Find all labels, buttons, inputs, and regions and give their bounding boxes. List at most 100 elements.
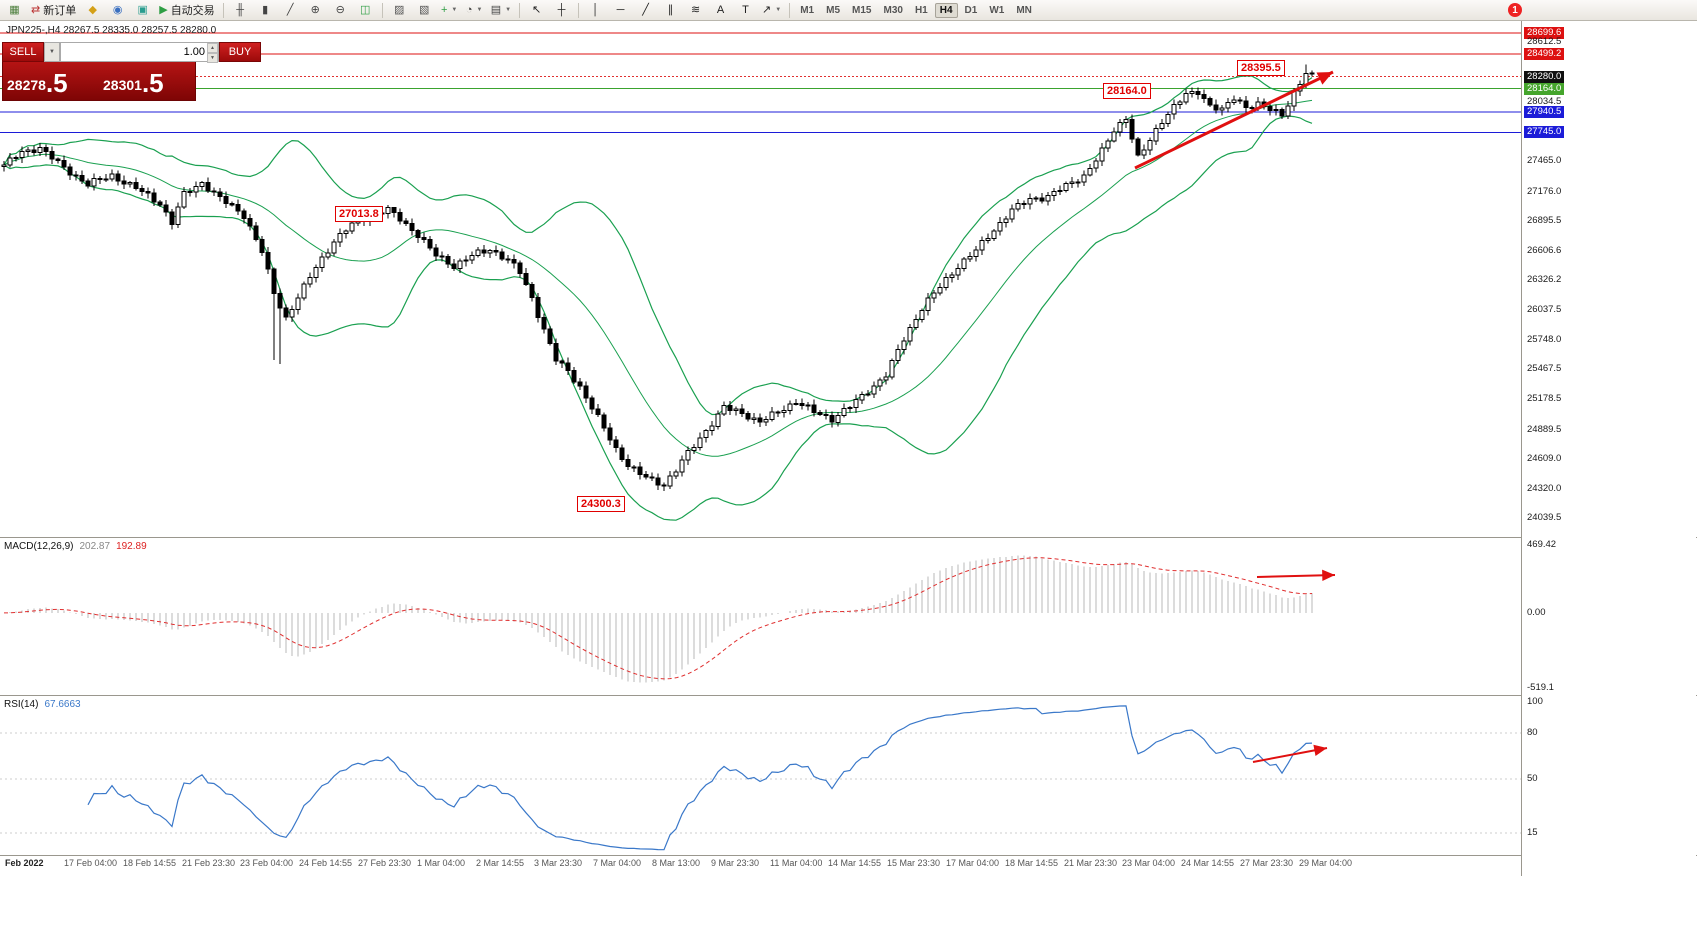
text-label-button[interactable]: T — [734, 1, 757, 20]
new-chart-button[interactable]: ▦ — [3, 1, 26, 20]
cursor-button[interactable]: ↖ — [525, 1, 548, 20]
time-axis-label: 27 Feb 23:30 — [358, 858, 412, 868]
chart-area[interactable]: JPN225-,H4 28267.5 28335.0 28257.5 28280… — [0, 21, 1521, 876]
candlestick-chart-button[interactable]: ▮ — [254, 1, 277, 20]
price-annotation[interactable]: 27013.8 — [335, 206, 383, 222]
time-axis-label: 9 Mar 23:30 — [711, 858, 760, 868]
bar-chart-button[interactable]: ╫ — [229, 1, 252, 20]
time-axis-label: 8 Mar 13:00 — [652, 858, 701, 868]
fibonacci-button[interactable]: ≋ — [684, 1, 707, 20]
one-click-trading-panel: SELL ▼ ▲▼ BUY 28278.5 28301.5 — [2, 42, 261, 101]
autotrading-icon: ▶ — [159, 3, 168, 16]
tile-windows-button[interactable]: ◫ — [354, 1, 377, 20]
axis-label: 25467.5 — [1527, 363, 1562, 374]
time-axis-label: 17 Feb 04:00 — [64, 858, 118, 868]
toolbar-separator — [519, 2, 521, 18]
crosshair-icon: ┼ — [557, 3, 566, 16]
toolbar-separator — [222, 2, 224, 18]
time-axis-label: Feb 2022 — [5, 858, 44, 868]
autotrading-button[interactable]: ▶ 自动交易 — [156, 1, 217, 20]
time-axis-label: 23 Mar 04:00 — [1122, 858, 1176, 868]
arrows-icon: ↗ — [762, 3, 772, 16]
timeframe-w1-button[interactable]: W1 — [989, 4, 1005, 16]
price-annotation[interactable]: 28164.0 — [1103, 83, 1151, 99]
axis-label: 27465.0 — [1527, 155, 1562, 166]
rsi-name: RSI(14) — [4, 699, 39, 710]
line-chart-button[interactable]: ╱ — [279, 1, 302, 20]
alerts-button[interactable]: ◆ — [81, 1, 104, 20]
volume-dropdown-icon[interactable]: ▼ — [44, 42, 60, 62]
timeframe-h4-button[interactable]: H4 — [934, 2, 958, 18]
timeframe-m5-button[interactable]: M5 — [826, 4, 841, 16]
axis-label: 100 — [1527, 696, 1543, 707]
volume-input[interactable] — [61, 46, 207, 58]
vertical-line-icon: │ — [592, 3, 599, 16]
buy-button[interactable]: BUY — [219, 42, 261, 62]
panel-separator[interactable] — [0, 537, 1697, 538]
chevron-down-icon: ▼ — [505, 7, 512, 13]
axis-label: 24039.5 — [1527, 512, 1562, 523]
axis-separator-vertical — [1521, 21, 1522, 876]
axis-label: 80 — [1527, 727, 1538, 738]
timeframe-m30-button[interactable]: M30 — [883, 4, 903, 16]
time-axis-label: 14 Mar 14:55 — [828, 858, 882, 868]
volume-spinner: ▲ ▼ — [207, 43, 218, 63]
favorites-button[interactable]: ▤ ▼ — [488, 1, 514, 20]
text-button[interactable]: A — [709, 1, 732, 20]
panel-separator[interactable] — [0, 695, 1697, 696]
market-watch-button[interactable]: ◉ — [106, 1, 129, 20]
equidistant-channel-button[interactable]: ∥ — [659, 1, 682, 20]
periods-button[interactable]: ◔ ▼ — [463, 1, 486, 20]
indicators-button[interactable]: + ▼ — [438, 1, 461, 20]
spin-up-icon[interactable]: ▲ — [207, 43, 218, 53]
zoom-in-button[interactable]: ⊕ — [304, 1, 327, 20]
vertical-line-button[interactable]: │ — [584, 1, 607, 20]
data-window-button[interactable]: ▣ — [131, 1, 154, 20]
templates-button[interactable]: ▨ — [388, 1, 411, 20]
timeframe-m15-button[interactable]: M15 — [852, 4, 872, 16]
axis-label: 24889.5 — [1527, 424, 1562, 435]
spin-down-icon[interactable]: ▼ — [207, 53, 218, 63]
arrows-button[interactable]: ↗ ▼ — [759, 1, 784, 20]
new-order-button[interactable]: ⇄ 新订单 — [28, 1, 79, 20]
time-axis-label: 2 Mar 14:55 — [476, 858, 525, 868]
timeframe-m1-button[interactable]: M1 — [800, 4, 815, 16]
macd-indicator-panel[interactable] — [0, 538, 1521, 695]
timeframe-d1-button[interactable]: D1 — [964, 4, 978, 16]
rsi-indicator-panel[interactable] — [0, 696, 1521, 855]
time-axis-label: 18 Feb 14:55 — [123, 858, 177, 868]
time-axis-label: 23 Feb 04:00 — [240, 858, 294, 868]
price-chart[interactable] — [0, 21, 1521, 537]
sell-button[interactable]: SELL — [2, 42, 44, 62]
axis-label: 0.00 — [1527, 607, 1546, 618]
time-axis-label: 3 Mar 23:30 — [534, 858, 583, 868]
crosshair-button[interactable]: ┼ — [550, 1, 573, 20]
axis-label: 28499.2 — [1524, 48, 1565, 60]
zoom-out-button[interactable]: ⊖ — [329, 1, 352, 20]
axis-label: 24609.0 — [1527, 453, 1562, 464]
time-axis-label: 11 Mar 04:00 — [770, 858, 823, 868]
trendline-button[interactable]: ╱ — [634, 1, 657, 20]
price-annotation[interactable]: 28395.5 — [1237, 60, 1285, 76]
macd-signal-value: 192.89 — [116, 541, 147, 552]
price-annotation[interactable]: 24300.3 — [577, 496, 625, 512]
time-axis-label: 24 Mar 14:55 — [1181, 858, 1235, 868]
alerts-icon: ◆ — [88, 3, 97, 16]
tile-windows-icon: ◫ — [359, 3, 371, 16]
time-axis-label: 21 Mar 23:30 — [1064, 858, 1118, 868]
indicators-icon: + — [440, 3, 448, 16]
equidistant-channel-icon: ∥ — [667, 3, 674, 16]
axis-label: 28612.5 — [1527, 36, 1562, 47]
timeframe-mn-button[interactable]: MN — [1016, 4, 1032, 16]
axis-label: 25748.0 — [1527, 334, 1562, 345]
chevron-down-icon: ▼ — [451, 7, 458, 13]
buy-price: 28301.5 — [103, 68, 164, 98]
profiles-button[interactable]: ▧ — [413, 1, 436, 20]
autotrading-label: 自动交易 — [170, 5, 215, 17]
notification-badge[interactable]: 1 — [1508, 3, 1522, 17]
axis-label: 24320.0 — [1527, 483, 1562, 494]
rsi-label: RSI(14) 67.6663 — [4, 699, 81, 710]
candlestick-chart-icon: ▮ — [262, 3, 269, 16]
timeframe-h1-button[interactable]: H1 — [914, 4, 928, 16]
horizontal-line-button[interactable]: ─ — [609, 1, 632, 20]
